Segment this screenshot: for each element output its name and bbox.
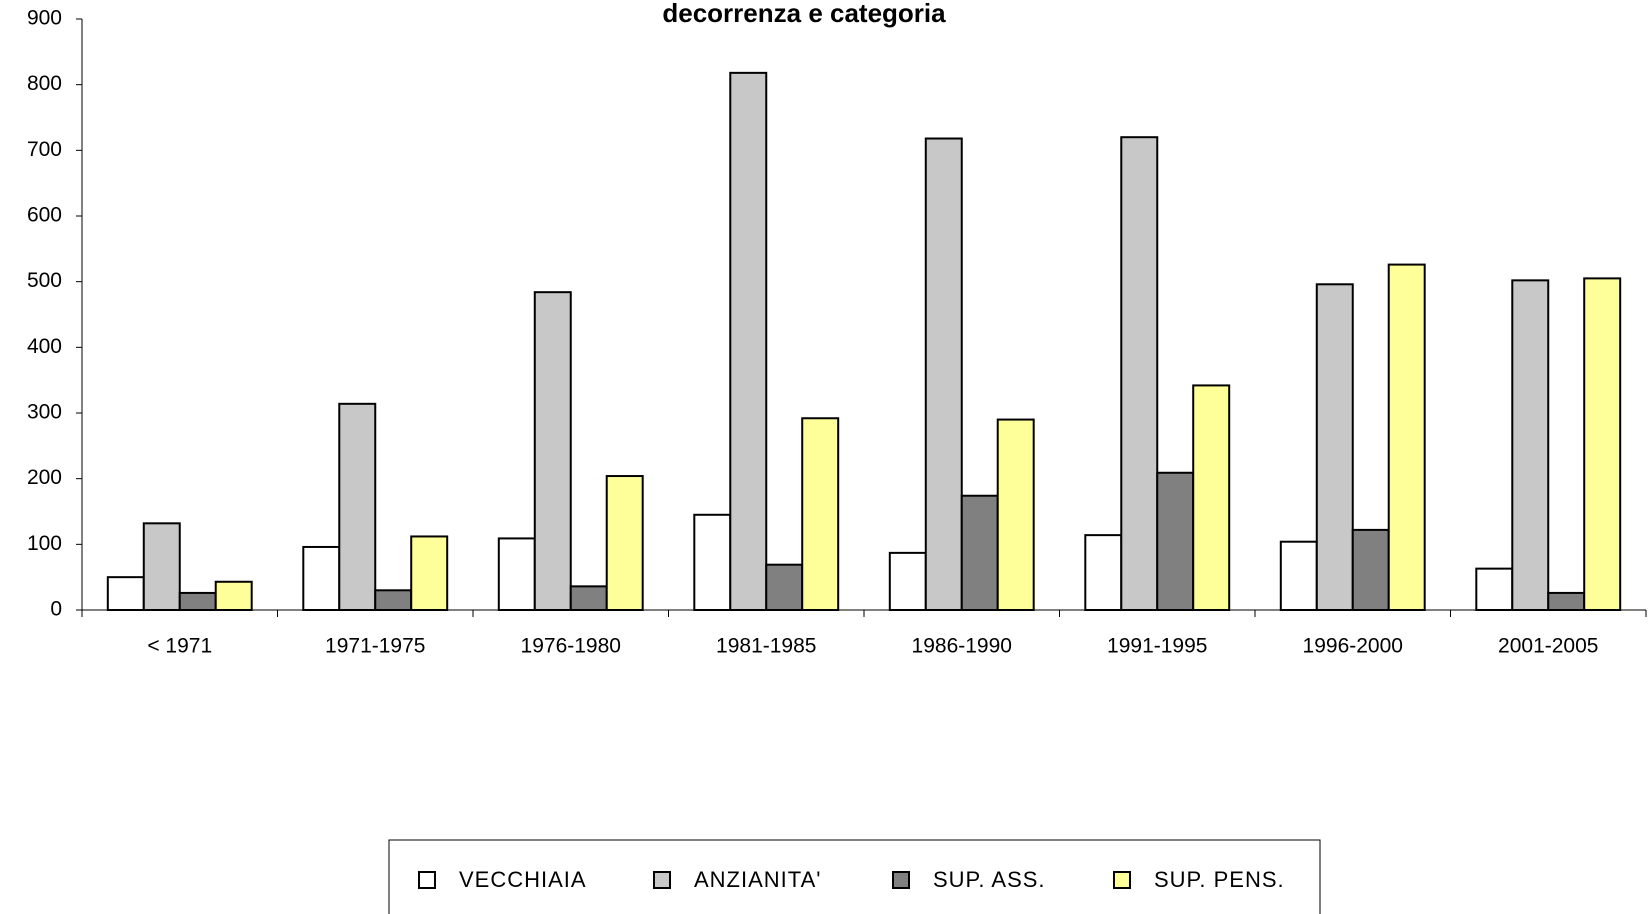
x-tick-label: < 1971 (147, 635, 212, 658)
y-tick-label: 600 (27, 204, 62, 227)
bar (1547, 591, 1586, 612)
legend-swatch (653, 871, 671, 889)
legend-label: ANZIANITA' (694, 867, 821, 892)
legend-label: SUP. PENS. (1154, 867, 1285, 892)
bar (960, 494, 999, 611)
x-tick-label: 1976-1980 (521, 635, 621, 658)
bar (996, 418, 1035, 612)
bar (801, 417, 840, 611)
y-tick-label: 900 (27, 7, 62, 30)
bar (410, 535, 449, 611)
y-tick-label: 100 (27, 532, 62, 555)
bar (533, 291, 572, 611)
y-tick-label: 0 (50, 598, 62, 621)
bar (1279, 540, 1318, 611)
bar (178, 591, 217, 612)
chart-title: decorrenza e categoria (662, 0, 946, 28)
bar (1315, 283, 1354, 611)
bar (1120, 136, 1159, 611)
x-tick-label: 1981-1985 (716, 635, 816, 658)
legend-swatch (418, 871, 436, 889)
legend-swatch (892, 871, 910, 889)
bar (497, 537, 536, 612)
bar (106, 576, 145, 612)
bar (693, 513, 732, 611)
y-tick-label: 400 (27, 335, 62, 358)
x-tick-label: 1991-1995 (1107, 635, 1207, 658)
x-tick-label: 1986-1990 (912, 635, 1012, 658)
bar (1084, 534, 1123, 612)
legend-box (388, 839, 1321, 914)
bar (888, 551, 927, 611)
bar (374, 589, 413, 611)
y-tick-label: 300 (27, 401, 62, 424)
x-tick-label: 2001-2005 (1498, 635, 1598, 658)
bar (765, 563, 804, 612)
y-tick-label: 500 (27, 269, 62, 292)
bar (729, 71, 768, 611)
bar (1192, 384, 1231, 612)
y-tick-label: 800 (27, 72, 62, 95)
y-tick-label: 200 (27, 466, 62, 489)
y-tick-label: 700 (27, 138, 62, 161)
bar (1511, 279, 1550, 611)
bar (1387, 263, 1426, 611)
x-tick-label: 1971-1975 (325, 635, 425, 658)
bar (1475, 567, 1514, 612)
legend-label: SUP. ASS. (933, 867, 1046, 892)
bar (1351, 528, 1390, 611)
bar (569, 585, 608, 611)
bar (214, 580, 253, 611)
x-tick-label: 1996-2000 (1303, 635, 1403, 658)
bar (1156, 471, 1195, 611)
bar (142, 522, 181, 612)
bar (605, 475, 644, 612)
legend-swatch (1113, 871, 1131, 889)
bar (302, 545, 341, 612)
legend-label: VECCHIAIA (459, 867, 587, 892)
bar (338, 402, 377, 611)
bar (1583, 277, 1622, 611)
bar (924, 137, 963, 611)
